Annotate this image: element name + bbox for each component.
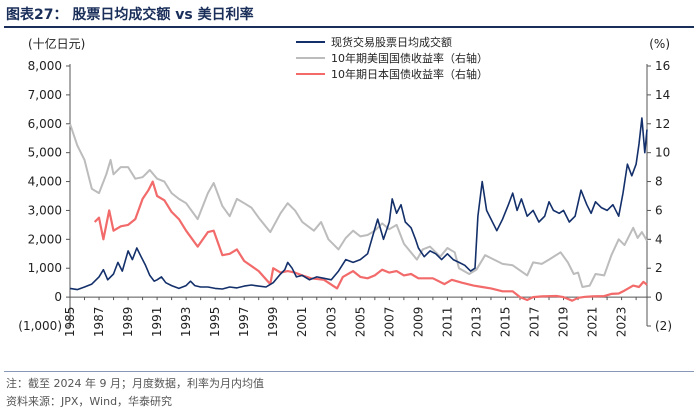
x-tick-label: 2007 <box>382 307 396 338</box>
right-tick-label: 6 <box>655 203 663 217</box>
x-tick-label: 2009 <box>411 307 425 338</box>
right-tick-label: 12 <box>655 117 670 131</box>
left-tick-label: 7,000 <box>28 88 62 102</box>
x-tick-label: 2023 <box>615 307 629 338</box>
legend-label-jp10y: 10年期日本国债收益率（右轴） <box>331 67 488 81</box>
right-axis-label: (%) <box>649 37 670 51</box>
axis-layer: (1,000) 0 1,000 2,000 3,000 4,000 5,000 6,000 7,… <box>18 59 672 337</box>
right-tick-label: 2 <box>655 261 663 275</box>
chart-source: 资料来源：JPX，Wind，华泰研究 <box>6 395 173 408</box>
right-tick-label: 14 <box>655 88 670 102</box>
x-tick-label: 1997 <box>237 307 251 338</box>
right-tick-label: (2) <box>655 319 672 333</box>
right-tick-label: 10 <box>655 146 670 160</box>
x-tick-label: 2021 <box>586 307 600 338</box>
x-tick-label: 2019 <box>557 307 571 338</box>
x-tick-label: 1999 <box>266 307 280 338</box>
left-tick-label: 5,000 <box>28 146 62 160</box>
chart-legend: 现货交易股票日均成交额 10年期美国国债收益率（右轴） 10年期日本国债收益率（… <box>296 35 488 81</box>
right-tick-label: 0 <box>655 290 663 304</box>
series-line-turnover <box>69 117 648 291</box>
x-tick-label: 2001 <box>295 307 309 338</box>
x-tick-label: 1993 <box>179 307 193 338</box>
left-tick-label: 2,000 <box>28 232 62 246</box>
footer-divider <box>4 371 694 372</box>
turnover-vs-yields-chart: (1,000) 0 1,000 2,000 3,000 4,000 5,000 6,000 7,… <box>18 35 672 337</box>
left-tick-label: 8,000 <box>28 59 62 73</box>
x-tick-label: 1995 <box>208 307 222 338</box>
x-tick-label: 1991 <box>150 307 164 338</box>
left-tick-label: 1,000 <box>28 261 62 275</box>
legend-label-us10y: 10年期美国国债收益率（右轴） <box>331 51 488 65</box>
left-tick-label: 4,000 <box>28 175 62 189</box>
x-tick-label: 1985 <box>63 307 77 338</box>
x-tick-label: 2015 <box>498 307 512 338</box>
left-tick-label: 0 <box>54 290 62 304</box>
x-tick-label: 2013 <box>469 307 483 338</box>
title-divider <box>4 26 694 28</box>
x-tick-label: 2003 <box>324 307 338 338</box>
series-line-us10y <box>69 123 648 288</box>
left-tick-label: 6,000 <box>28 117 62 131</box>
x-tick-label: 2011 <box>440 307 454 338</box>
left-tick-label: (1,000) <box>18 319 62 333</box>
series-layer <box>69 117 648 302</box>
right-tick-label: 16 <box>655 59 670 73</box>
series-line-jp10y <box>93 180 648 302</box>
left-axis-label: (十亿日元) <box>28 36 85 51</box>
figure-title: 图表27： 股票日均成交额 vs 美日利率 <box>6 7 254 23</box>
right-tick-label: 8 <box>655 175 663 189</box>
left-tick-label: 3,000 <box>28 203 62 217</box>
x-tick-label: 2017 <box>528 307 542 338</box>
x-tick-label: 2005 <box>353 307 367 338</box>
legend-label-turnover: 现货交易股票日均成交额 <box>331 35 452 49</box>
right-tick-label: 4 <box>655 232 663 246</box>
chart-note: 注：截至 2024 年 9 月；月度数据，利率为月内均值 <box>6 377 264 390</box>
x-tick-label: 1987 <box>92 307 106 338</box>
x-tick-label: 1989 <box>121 307 135 338</box>
